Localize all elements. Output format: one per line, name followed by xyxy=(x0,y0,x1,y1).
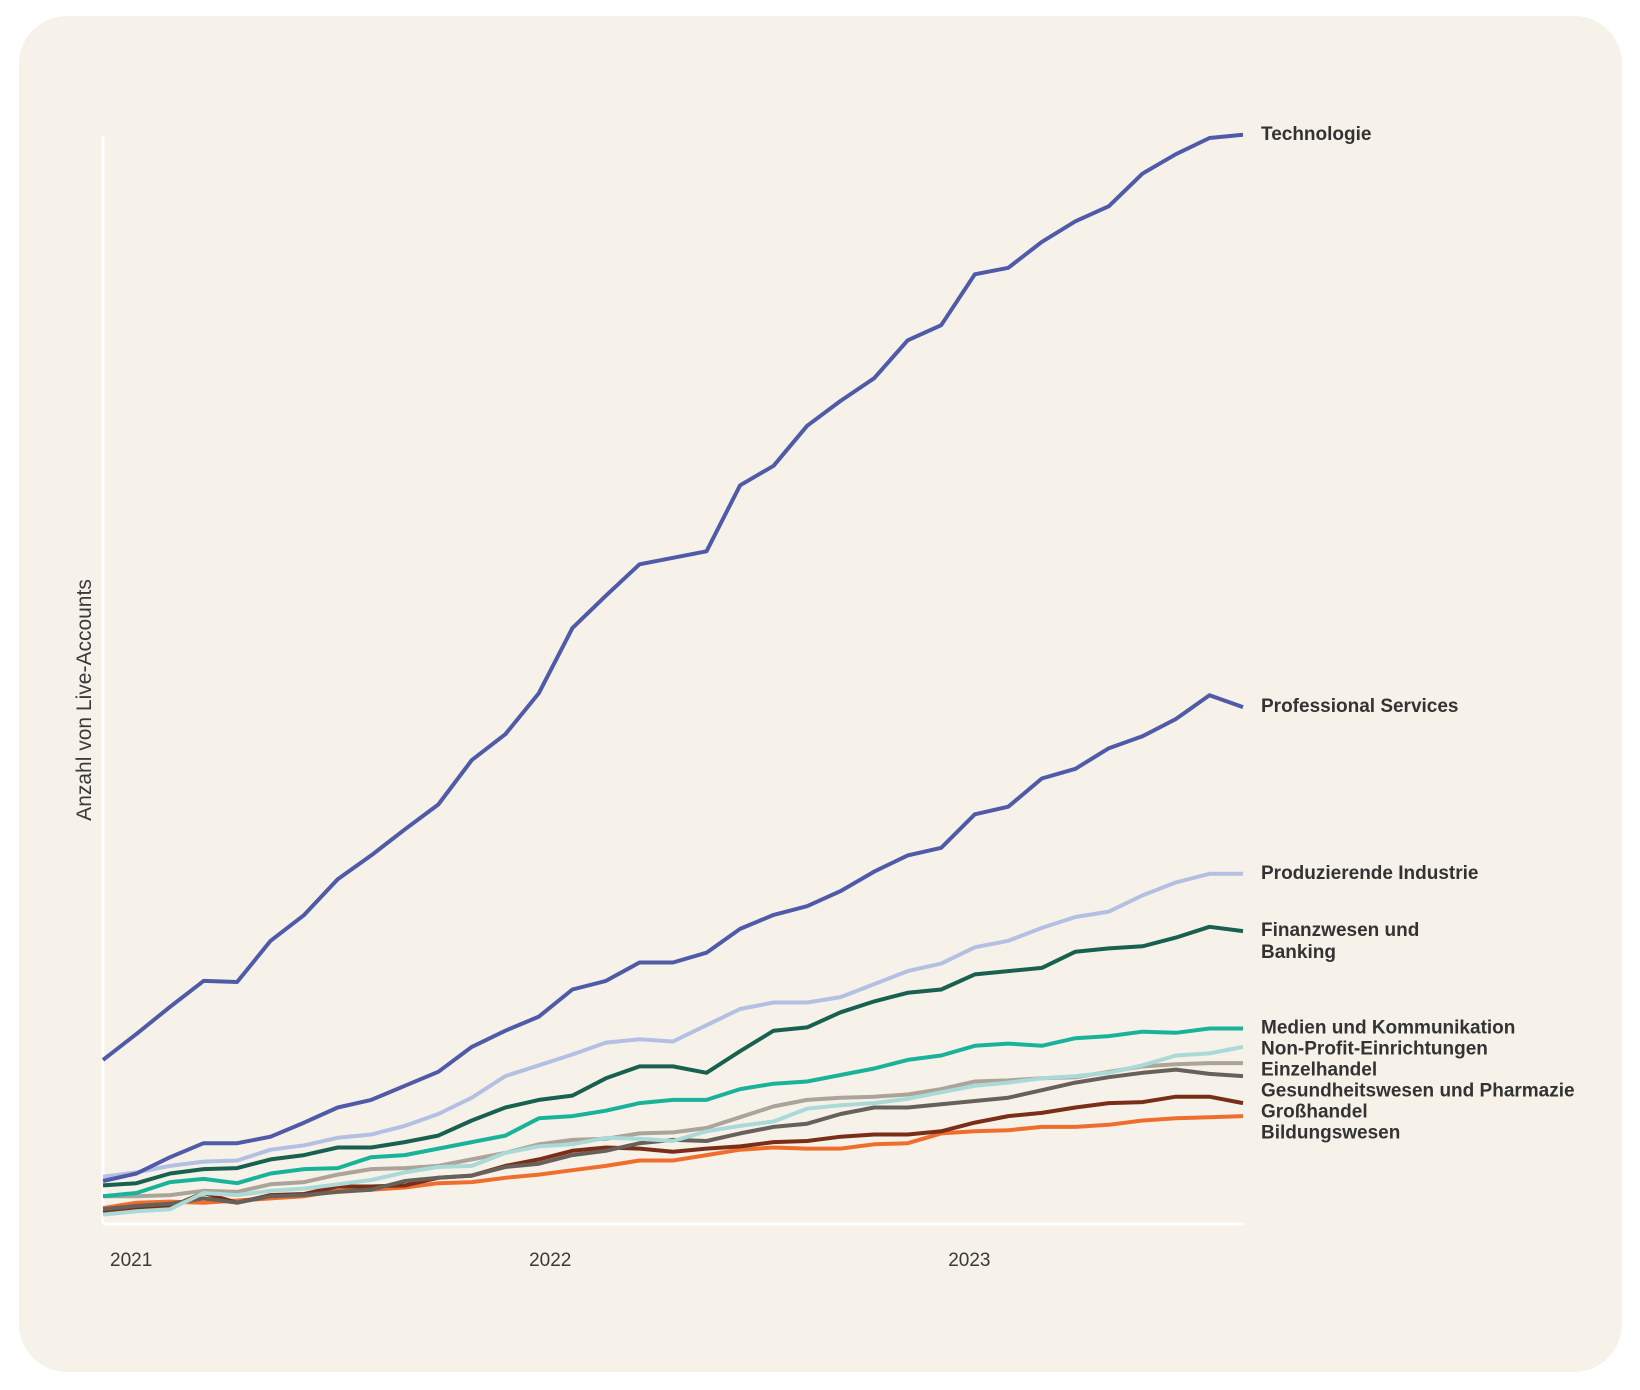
x-tick-label: 2023 xyxy=(948,1250,990,1271)
series-label: Gesundheitswesen und Pharmazie xyxy=(1261,1081,1575,1102)
series-line xyxy=(102,1026,1243,1199)
series-lines xyxy=(101,132,1244,1217)
x-tick-label: 2022 xyxy=(529,1250,571,1271)
series-label: Großhandel xyxy=(1261,1102,1368,1123)
series-label: Bildungswesen xyxy=(1261,1123,1400,1144)
series-label: Produzierende Industrie xyxy=(1261,863,1478,884)
series-line xyxy=(102,693,1244,1183)
series-line xyxy=(102,871,1243,1179)
series-label: Einzelhandel xyxy=(1261,1060,1377,1081)
series-line xyxy=(101,132,1244,1062)
series-labels: Technologie Professional Services Produzie… xyxy=(1261,124,1575,1144)
series-label: Professional Services xyxy=(1261,696,1459,717)
series-line xyxy=(102,924,1244,1188)
x-tick-label: 2021 xyxy=(110,1250,152,1271)
y-axis-label: Anzahl von Live-Accounts xyxy=(73,579,96,821)
series-label: Banking xyxy=(1261,942,1336,963)
series-label: Technologie xyxy=(1261,124,1371,145)
x-tick-labels: 2021 2022 2023 xyxy=(110,1250,991,1271)
series-line xyxy=(102,1044,1244,1217)
series-label: Non-Profit-Einrichtungen xyxy=(1261,1039,1488,1060)
series-label: Finanzwesen und xyxy=(1261,920,1419,941)
series-label: Medien und Kommunikation xyxy=(1261,1018,1515,1039)
